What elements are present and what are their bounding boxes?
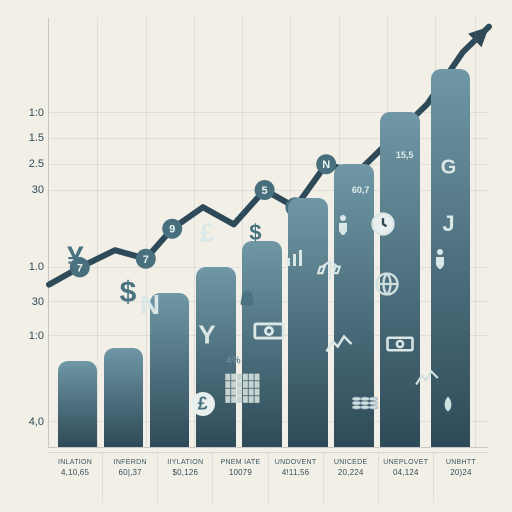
x-category: UNBHTT <box>434 459 488 466</box>
x-axis-cell: UNDOVENT 4!11,56 <box>269 453 324 502</box>
spark2-icon <box>414 365 440 391</box>
globe-icon <box>373 270 401 298</box>
yen-icon: ¥ <box>67 241 84 275</box>
y-axis-label: 30 <box>4 296 44 308</box>
x-category: INFERDN <box>103 459 157 466</box>
letter-n-icon: N <box>140 289 160 321</box>
x-axis-cell: IIYLATION $0,126 <box>158 453 213 502</box>
banknote-icon <box>252 314 286 348</box>
bar <box>104 348 144 447</box>
clock-icon <box>369 210 397 238</box>
x-axis-cell: UNEPLOVET 04,124 <box>379 453 434 502</box>
x-axis-cell: INFERDN 60|,37 <box>103 453 158 502</box>
spark-icon <box>324 329 354 359</box>
x-category: UNEPLOVET <box>379 459 433 466</box>
svg-text:$: $ <box>244 294 249 303</box>
y-axis-label: 4,0 <box>4 416 44 428</box>
x-value: $0,126 <box>158 468 212 477</box>
x-axis-cell: PNEM IATE 10079 <box>213 453 268 502</box>
scale-icon <box>317 258 343 284</box>
x-value: 10079 <box>213 468 267 477</box>
letter-y-icon: Y <box>198 320 215 351</box>
dollar-icon: $ <box>120 276 137 310</box>
x-axis: INLATION 4,10,65INFERDN 60|,37IIYLATION $0,… <box>48 452 488 502</box>
x-category: PNEM IATE <box>213 459 267 466</box>
x-axis-cell: UNICEDE 20,224 <box>324 453 379 502</box>
pct45: 4% <box>226 356 240 367</box>
svg-text:9: 9 <box>169 224 175 236</box>
bar <box>288 198 328 447</box>
svg-text:5: 5 <box>262 185 268 197</box>
x-value: 60|,37 <box>103 468 157 477</box>
x-axis-cell: INLATION 4,10,65 <box>48 453 103 502</box>
y-axis-label: 30 <box>4 184 44 196</box>
y-axis-label: 1.5 <box>4 132 44 144</box>
x-value: 04,124 <box>379 468 433 477</box>
male-icon <box>428 246 452 270</box>
svg-text:N: N <box>322 159 330 171</box>
badge155: 15,5 <box>396 150 414 160</box>
x-value: 20)24 <box>434 468 488 477</box>
money-bag-icon: $ <box>236 286 258 308</box>
pound-icon: £ <box>200 217 214 248</box>
y-axis-label: 1:0 <box>4 107 44 119</box>
y-axis-label: 1:0 <box>4 330 44 342</box>
x-category: INLATION <box>48 459 102 466</box>
x-category: UNDOVENT <box>269 459 323 466</box>
female-icon <box>331 212 355 236</box>
x-value: 4!11,56 <box>269 468 323 477</box>
x-category: IIYLATION <box>158 459 212 466</box>
chart-plot-area: 7795?N ¥$N£Y$$£GJ15,560,74% <box>48 18 488 448</box>
coins-icon <box>348 379 382 413</box>
y-axis-label: 1.0 <box>4 261 44 273</box>
letter-j-icon: J <box>442 211 454 237</box>
bars-mini-icon <box>283 246 307 270</box>
pound2-icon: £ <box>188 390 217 419</box>
leaf-icon <box>439 395 457 413</box>
letter-g-icon: G <box>441 157 457 180</box>
x-category: UNICEDE <box>324 459 378 466</box>
grid-icon <box>222 367 262 407</box>
x-value: 20,224 <box>324 468 378 477</box>
y-axis-label: 2.5 <box>4 158 44 170</box>
dollar2-icon: $ <box>249 220 261 246</box>
badge607: 60,7 <box>352 185 370 195</box>
bar <box>58 361 98 447</box>
banknote2-icon <box>385 329 415 359</box>
x-axis-cell: UNBHTT 20)24 <box>434 453 488 502</box>
x-value: 4,10,65 <box>48 468 102 477</box>
